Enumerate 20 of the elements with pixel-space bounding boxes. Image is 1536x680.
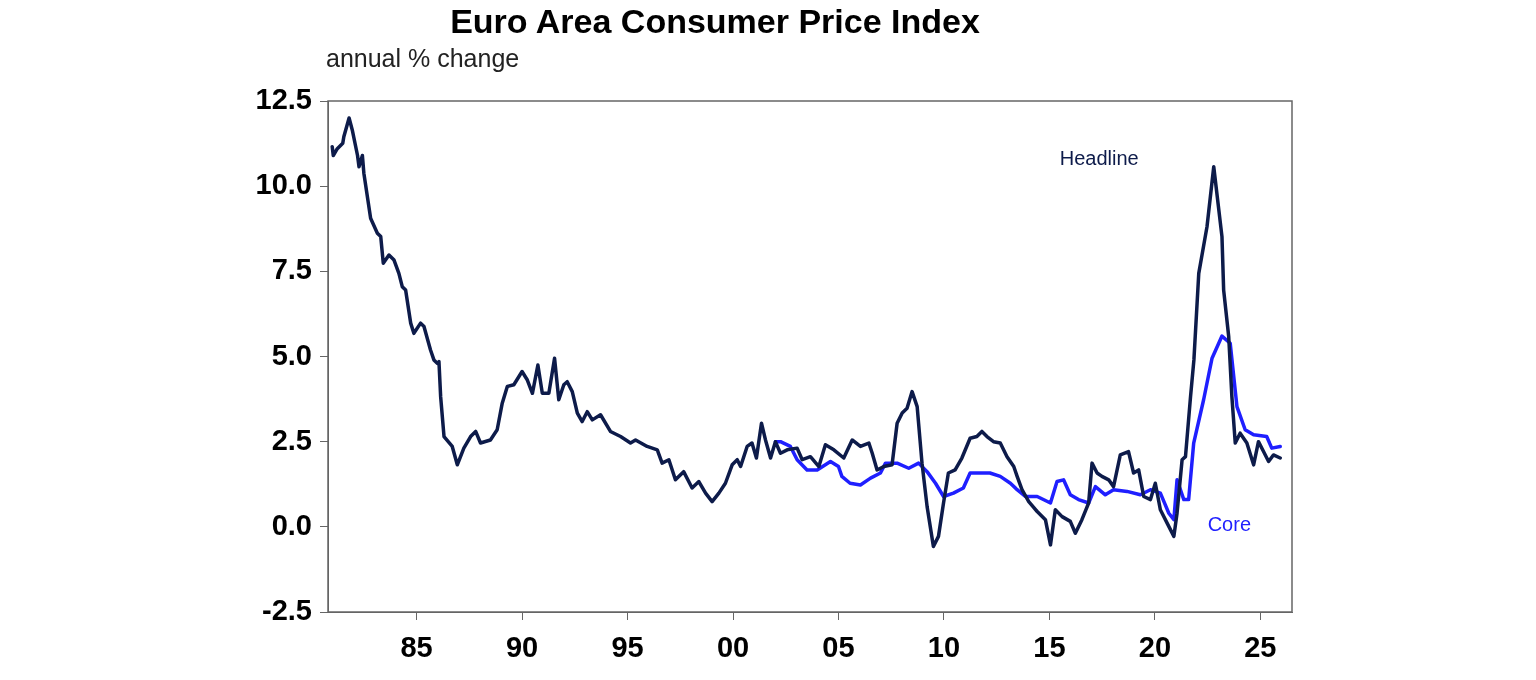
x-tick-label: 05 bbox=[822, 631, 855, 664]
y-tick-label: 12.5 bbox=[255, 83, 312, 115]
y-tick-label: 0.0 bbox=[271, 508, 312, 541]
y-tick-label: 7.5 bbox=[271, 253, 312, 286]
y-tick-label: 10.0 bbox=[255, 168, 312, 201]
y-tick-label: 5.0 bbox=[271, 338, 312, 371]
y-axis-title: annual % change bbox=[326, 44, 520, 73]
text: Headline bbox=[1059, 147, 1139, 170]
x-tick-label: 25 bbox=[1244, 631, 1277, 664]
x-tick-label: 90 bbox=[505, 631, 539, 664]
x-tick-label: 10 bbox=[927, 631, 961, 664]
x-tick-label: 15 bbox=[1033, 631, 1066, 664]
x-tick-label: 95 bbox=[611, 631, 644, 664]
y-tick-label: 2.5 bbox=[271, 423, 312, 456]
chart-title: Euro Area Consumer Price Index bbox=[449, 2, 981, 41]
y-tick-label: -2.5 bbox=[262, 594, 312, 626]
x-tick-label: 20 bbox=[1138, 631, 1172, 664]
x-tick-label: 00 bbox=[716, 631, 750, 664]
series-label: Core bbox=[1207, 512, 1252, 535]
x-tick-label: 85 bbox=[400, 631, 433, 664]
